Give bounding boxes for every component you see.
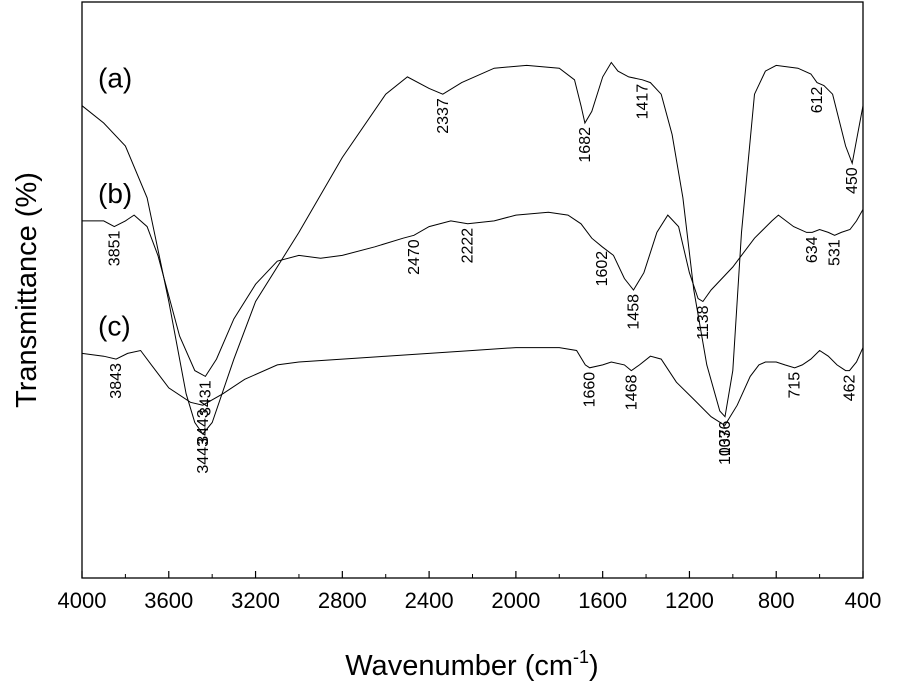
spectrum-trace-2 <box>81 347 864 427</box>
plot-frame <box>81 1 864 579</box>
peak-label: 612 <box>809 87 826 114</box>
x-tick-label: 3200 <box>231 588 280 613</box>
y-axis-title: Transmittance (%) <box>11 172 43 408</box>
peak-label: 2470 <box>406 239 423 275</box>
peak-label: 1660 <box>582 372 599 408</box>
peak-label: 2222 <box>460 228 477 264</box>
peak-label: 3443 <box>195 409 212 445</box>
trace-label: (b) <box>98 178 132 209</box>
x-tick-label: 2400 <box>405 588 454 613</box>
x-axis-title-main: Wavenumber (cm <box>345 650 573 682</box>
peak-label: 3443 <box>195 438 212 474</box>
x-tick-label: 400 <box>845 588 882 613</box>
peak-label: 531 <box>827 239 844 266</box>
x-tick-label: 800 <box>758 588 795 613</box>
x-axis-title: Wavenumber (cm-1) <box>345 647 598 682</box>
peak-label: 2337 <box>435 98 452 134</box>
peak-label: 1682 <box>577 127 594 163</box>
peak-label: 1417 <box>634 84 651 120</box>
trace-labels: (a) (b) (c) <box>98 63 132 342</box>
x-tick-label: 4000 <box>58 588 107 613</box>
trace-label: (c) <box>98 310 131 341</box>
x-tick-label: 1600 <box>578 588 627 613</box>
spectrum-trace-1 <box>82 209 864 378</box>
trace-label: (a) <box>98 63 132 94</box>
x-tick-label: 2800 <box>318 588 367 613</box>
peak-label: 3431 <box>197 380 214 416</box>
x-tick-label: 3600 <box>144 588 193 613</box>
peak-label: 462 <box>842 375 859 402</box>
x-axis-ticks: 4000 3600 3200 2800 2400 2000 1600 1200 800 400 <box>58 571 882 613</box>
x-axis-title-superscript: -1 <box>573 647 589 667</box>
spectrum-traces <box>81 61 864 435</box>
peak-label: 1602 <box>594 251 611 287</box>
peak-label: 1468 <box>623 374 640 410</box>
x-axis-title-close: ) <box>589 650 599 682</box>
peak-label: 1458 <box>626 294 643 330</box>
peak-label: 715 <box>787 372 804 399</box>
spectrum-trace-0 <box>81 61 864 435</box>
peak-label: 1036 <box>717 421 734 457</box>
peak-labels: 3443 2337 1682 1417 1036 612 450 3851 3431 2470 22… <box>106 84 861 474</box>
peak-label: 1138 <box>695 305 712 340</box>
peak-label: 3851 <box>106 230 123 266</box>
x-tick-label: 2000 <box>491 588 540 613</box>
x-tick-label: 1200 <box>665 588 714 613</box>
peak-label: 450 <box>844 167 861 194</box>
peak-label: 3843 <box>108 363 125 399</box>
peak-label: 634 <box>804 236 821 263</box>
peak-label: 1037 <box>717 429 734 465</box>
